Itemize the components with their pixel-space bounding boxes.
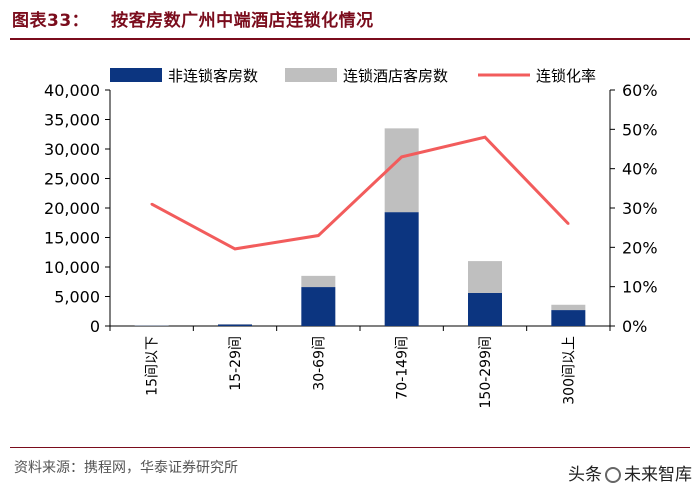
y-left-tick-label: 25,000: [44, 170, 100, 189]
y-left-tick-label: 10,000: [44, 258, 100, 277]
y-left-tick-label: 35,000: [44, 111, 100, 130]
line-point: [233, 247, 237, 251]
y-right-tick-label: 10%: [622, 278, 658, 297]
bar-chain: [384, 128, 419, 213]
y-right-tick-label: 40%: [622, 160, 658, 179]
y-right-tick-label: 60%: [622, 81, 658, 100]
legend-label: 连锁化率: [536, 67, 596, 85]
y-right-tick-label: 20%: [622, 238, 658, 257]
x-tick-label: 70-149间: [395, 336, 411, 400]
x-tick-label: 150-299间: [478, 336, 494, 409]
y-right-tick-label: 50%: [622, 120, 658, 139]
bar-non-chain: [468, 292, 502, 326]
x-tick-label: 300间以上: [561, 336, 577, 405]
bar-non-chain: [218, 324, 252, 326]
source-note: 资料来源：携程网，华泰证券研究所: [14, 460, 238, 476]
legend-label: 非连锁客房数: [168, 67, 258, 85]
y-left-tick-label: 40,000: [44, 81, 100, 100]
watermark: 头条 未来智库: [568, 460, 692, 485]
x-tick-label: 15间以下: [145, 336, 161, 396]
legend-swatch: [285, 68, 337, 82]
line-point: [483, 136, 487, 139]
line-point: [317, 234, 320, 237]
figure-label: 图表33：: [12, 11, 90, 31]
line-chain-rate: [150, 135, 570, 251]
x-tick-label: 15-29间: [228, 336, 244, 391]
chart-canvas: 0 5,000 10,000 15,000 20,000 25,000 30,000 35,0…: [44, 67, 658, 409]
y-left-tick-label: 30,000: [44, 140, 100, 159]
x-tick-label: 30-69间: [311, 336, 327, 391]
bar-non-chain: [301, 287, 336, 326]
figure-title: 按客房数广州中端酒店连锁化情况: [111, 11, 374, 31]
wechat-icon: [605, 467, 621, 483]
watermark-text: 未来智库: [624, 465, 692, 485]
y-left-tick-label: 20,000: [44, 199, 100, 218]
y-right-tick-label: 0%: [622, 317, 647, 336]
watermark-prefix: 头条: [568, 465, 602, 485]
y-left-tick-label: 15,000: [44, 229, 100, 248]
line-point: [567, 222, 570, 225]
bar-non-chain: [384, 212, 419, 326]
legend-swatch: [110, 68, 162, 82]
y-right-tick-label: 30%: [622, 199, 658, 218]
bar-non-chain: [551, 310, 586, 326]
bar-chain: [551, 304, 586, 311]
line-point: [150, 202, 153, 206]
chart-title: 图表33： 按客房数广州中端酒店连锁化情况: [12, 6, 374, 31]
title-divider: [10, 38, 690, 40]
y-left-tick-label: 5,000: [54, 288, 100, 307]
legend-label: 连锁酒店客房数: [343, 67, 448, 85]
bar-chain: [468, 261, 502, 293]
line-point: [400, 155, 403, 159]
footer-divider: [10, 447, 690, 448]
bar-chain: [301, 275, 336, 288]
y-left-tick-label: 0: [90, 317, 100, 336]
